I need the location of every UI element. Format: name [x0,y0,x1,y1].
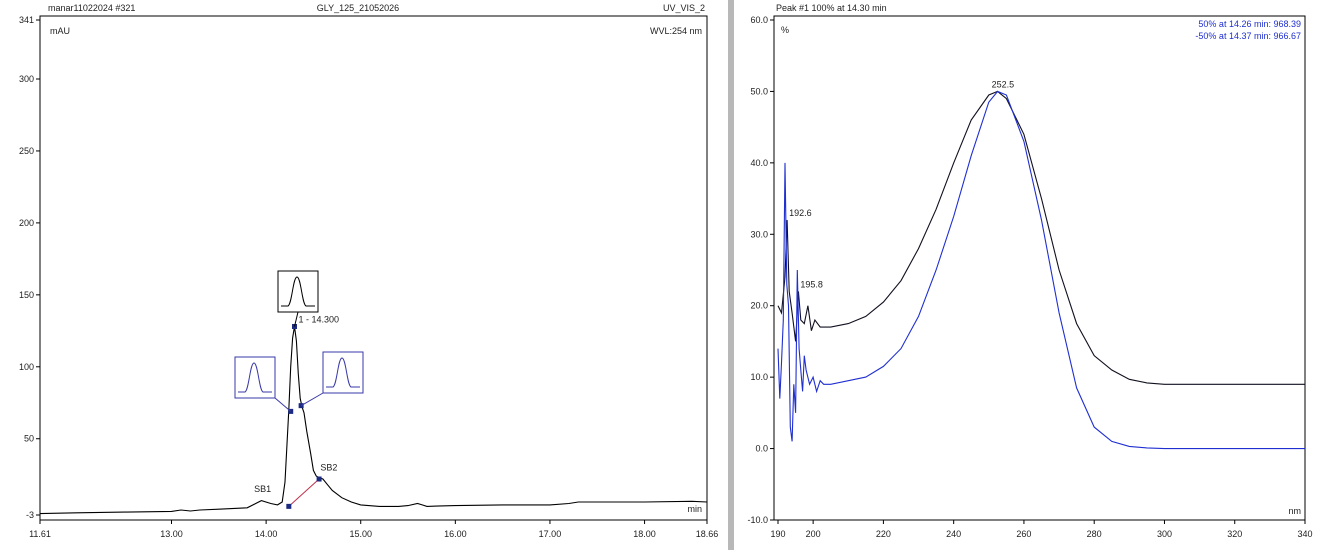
chromatogram-marker [316,476,322,482]
chromatogram-plot-frame [39,15,708,521]
spectrum-y-unit: % [781,25,789,35]
spectrum-panel: Peak #1 100% at 14.30 min % 50% at 14.26… [734,0,1319,550]
spectrum-annotation: 195.8 [800,279,823,289]
spectrum-x-tick-label: 190 [770,529,785,539]
spectrum-legend-item-1: 50% at 14.26 min: 968.39 [1198,19,1301,29]
spectrum-series-2 [777,90,1305,450]
chromatogram-panel: manar11022024 #321 GLY_125_21052026 UV_V… [18,3,719,539]
chromatogram-header-right: UV_VIS_2 [663,3,705,13]
spectrum-plot-frame [773,15,1306,521]
spectrum-thumb-curve [238,362,272,393]
spectrum-annotation: 192.6 [789,208,812,218]
spectrum-x-tick-label: 220 [876,529,891,539]
chromatogram-series-1 [39,326,708,515]
chromatogram-x-tick-label: 17.00 [539,529,562,539]
spectrum-thumb-leader-upslope [274,397,292,412]
chromatogram-y-unit: mAU [50,26,70,36]
spectrum-x-tick-label: 300 [1157,529,1172,539]
spectrum-x-tick-label: 320 [1227,529,1242,539]
spectrum-y-tick-label: 40.0 [750,158,768,168]
chromatogram-baseline [288,478,320,507]
chromatogram-y-tick-label: 50 [24,434,34,444]
spectrum-y-tick-label: 10.0 [750,372,768,382]
chromatogram-y-tick-label: 150 [19,290,34,300]
chromatogram-header-left: manar11022024 #321 [48,3,135,13]
chromatogram-x-tick-label: 15.00 [349,529,372,539]
spectrum-x-tick-label: 280 [1087,529,1102,539]
chromatogram-marker [286,503,292,509]
chromatogram-x-tick-label: 13.00 [160,529,183,539]
chromatogram-wavelength-label: WVL:254 nm [650,26,702,36]
chromatogram-x-tick-label: 18.66 [696,529,719,539]
chromatogram-annotation: SB1 [254,484,271,494]
spectrum-header: Peak #1 100% at 14.30 min [776,3,887,13]
spectrum-y-tick-label: 0.0 [755,444,768,454]
spectrum-x-tick-label: 240 [946,529,961,539]
chromatogram-y-tick-label: 341 [19,15,34,25]
spectrum-y-tick-label: -10.0 [747,515,768,525]
chromatogram-annotation: SB2 [320,462,337,472]
chromatogram-y-tick-label: 250 [19,146,34,156]
chromatogram-y-tick-label: -3 [26,510,34,520]
spectrum-y-tick-label: 50.0 [750,86,768,96]
spectrum-annotation: 252.5 [992,79,1015,89]
spectrum-x-unit: nm [1288,506,1301,516]
chromatogram-x-tick-label: 16.00 [444,529,467,539]
chromatogram-x-tick-label: 18.00 [633,529,656,539]
spectrum-thumb-curve [281,276,315,307]
spectrum-x-tick-label: 260 [1016,529,1031,539]
chromatogram-y-tick-label: 300 [19,74,34,84]
chromatogram-peak-label: 1 - 14.300 [299,314,340,324]
spectrum-thumb-leader-peak-apex [294,311,299,327]
spectrum-thumb-curve [326,357,360,388]
chromatogram-header-center: GLY_125_21052026 [317,3,399,13]
spectrum-chart: Peak #1 100% at 14.30 min % 50% at 14.26… [747,3,1312,539]
chromatogram-y-tick-label: 100 [19,362,34,372]
chromatogram-x-tick-label: 14.00 [255,529,278,539]
chromatogram-x-tick-label: 11.61 [29,529,51,539]
spectrum-thumb-leader-downslope [300,392,324,407]
spectrum-legend-item-2: -50% at 14.37 min: 966.67 [1195,31,1301,41]
spectrum-y-tick-label: 60.0 [750,15,768,25]
chromatogram-chart: manar11022024 #321 GLY_125_21052026 UV_V… [19,3,719,539]
chromatogram-x-unit: min [687,504,702,514]
spectrum-y-tick-label: 20.0 [750,301,768,311]
chromatogram-y-tick-label: 200 [19,218,34,228]
spectrum-y-tick-label: 30.0 [750,229,768,239]
panel-divider [728,0,734,550]
spectrum-x-tick-label: 200 [806,529,821,539]
spectrum-x-tick-label: 340 [1297,529,1312,539]
